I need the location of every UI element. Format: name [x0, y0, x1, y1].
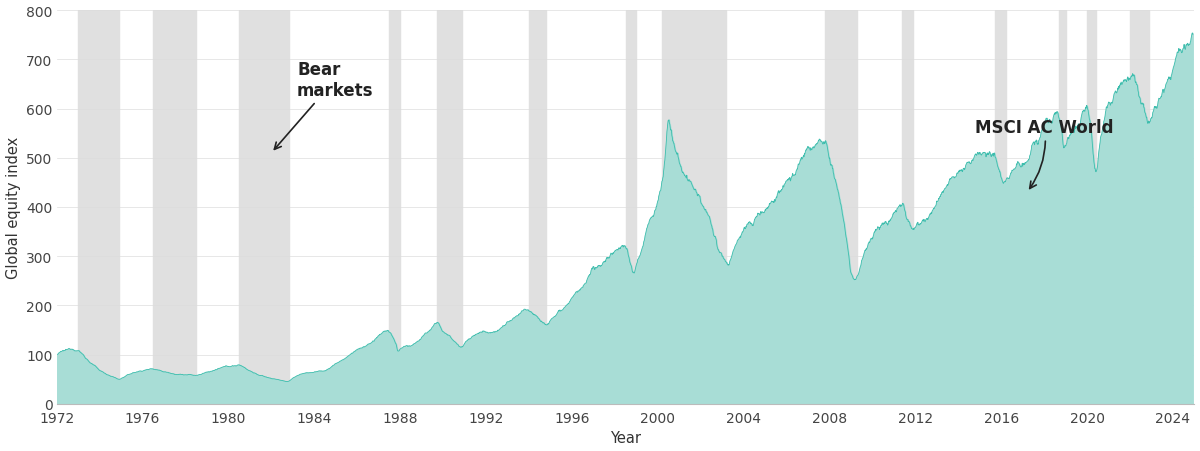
Y-axis label: Global equity index: Global equity index: [6, 137, 20, 279]
Bar: [154, 11, 196, 404]
Bar: [826, 11, 858, 404]
Bar: [437, 11, 462, 404]
Bar: [902, 11, 913, 404]
Bar: [995, 11, 1006, 404]
Bar: [662, 11, 726, 404]
Bar: [390, 11, 400, 404]
Bar: [1087, 11, 1096, 404]
X-axis label: Year: Year: [610, 431, 641, 446]
Text: Bear
markets: Bear markets: [275, 61, 373, 150]
Bar: [78, 11, 119, 404]
Bar: [1130, 11, 1150, 404]
Bar: [1060, 11, 1066, 404]
Bar: [529, 11, 546, 404]
Text: MSCI AC World: MSCI AC World: [976, 118, 1114, 189]
Bar: [239, 11, 288, 404]
Bar: [625, 11, 636, 404]
